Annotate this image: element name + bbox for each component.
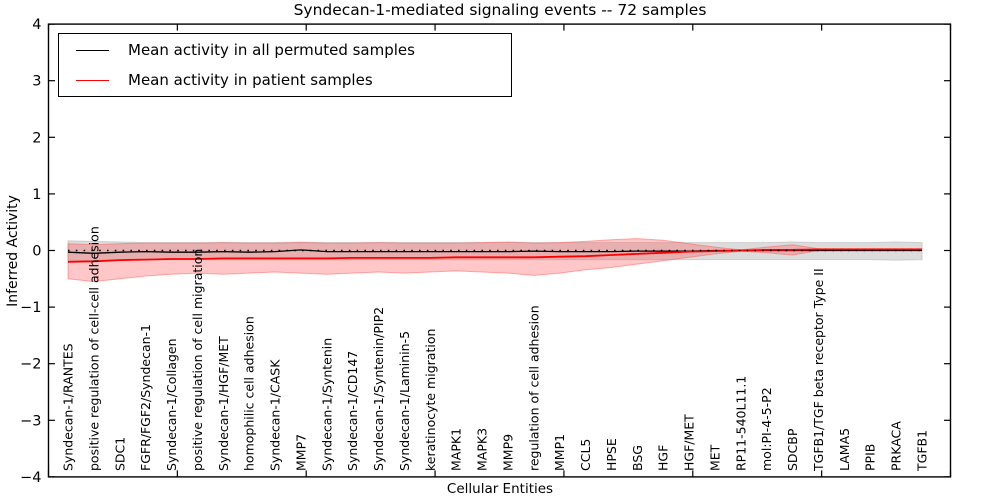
x-axis-label: Cellular Entities — [446, 481, 554, 497]
y-tick-label: 2 — [32, 130, 41, 146]
x-category-label: Syndecan-1/CD147 — [345, 351, 360, 471]
x-category-label: TGFB1/TGF beta receptor Type II — [811, 268, 826, 472]
x-category-label: BSG — [630, 445, 645, 471]
legend-entry-patient: Mean activity in patient samples — [59, 66, 511, 94]
x-category-label: MMP7 — [293, 434, 308, 471]
x-category-label: positive regulation of cell migration — [190, 249, 205, 471]
x-category-label: FGFR/FGF2/Syndecan-1 — [138, 324, 153, 471]
x-category-label: regulation of cell adhesion — [526, 305, 541, 471]
legend-label-permuted: Mean activity in all permuted samples — [128, 41, 415, 59]
y-tick-label: 3 — [32, 74, 41, 90]
plot-title: Syndecan-1-mediated signaling events -- … — [293, 1, 707, 19]
legend-entry-permuted: Mean activity in all permuted samples — [59, 36, 511, 64]
x-category-label: HPSE — [604, 438, 619, 471]
y-tick-label: 0 — [32, 244, 41, 260]
x-category-label: SDC1 — [112, 437, 127, 471]
x-category-label: Syndecan-1/HGF/MET — [216, 336, 231, 471]
permuted-std-band — [67, 240, 923, 262]
x-category-label: MAPK1 — [449, 428, 464, 471]
y-tick-label: 4 — [32, 17, 41, 33]
x-category-label: homophilic cell adhesion — [242, 316, 257, 471]
x-category-label: RP11-540L11.1 — [733, 376, 748, 471]
x-category-label: mol:PI-4-5-P2 — [759, 387, 774, 471]
x-category-label: Syndecan-1/Collagen — [164, 338, 179, 471]
y-tick-label: −3 — [20, 413, 41, 429]
red-line-swatch-icon — [76, 79, 109, 81]
x-category-label: LAMA5 — [837, 428, 852, 471]
x-category-label: Syndecan-1/RANTES — [61, 343, 76, 471]
legend: Mean activity in all permuted samples Me… — [58, 33, 512, 97]
x-category-label: SDCBP — [785, 428, 800, 471]
patient-mean-line — [67, 248, 922, 263]
x-category-label: Syndecan-1/Syntenin — [319, 338, 334, 471]
y-tick-label: 1 — [32, 187, 41, 203]
y-tick-label: −2 — [20, 357, 41, 373]
x-category-label: HGF/MET — [682, 414, 697, 471]
x-category-label: CCL5 — [578, 439, 593, 471]
x-category-label: keratinocyte migration — [423, 329, 438, 471]
x-category-label: Syndecan-1/Syntenin/PIP2 — [371, 307, 386, 471]
x-category-label: PPIB — [863, 444, 878, 471]
x-category-label: PRKACA — [889, 421, 904, 471]
x-category-label: Syndecan-1/Laminin-5 — [397, 331, 412, 471]
x-category-label: MAPK3 — [475, 428, 490, 471]
x-category-label: MET — [708, 444, 723, 471]
x-category-label: MMP9 — [500, 434, 515, 471]
x-category-label: Syndecan-1/CASK — [268, 359, 283, 471]
x-category-label: MMP1 — [552, 434, 567, 471]
black-line-swatch-icon — [76, 49, 109, 51]
x-category-label: positive regulation of cell-cell adhesio… — [86, 226, 101, 471]
y-tick-label: −4 — [20, 470, 41, 486]
y-tick-label: −1 — [20, 300, 41, 316]
x-category-label: TGFB1 — [915, 430, 930, 472]
legend-label-patient: Mean activity in patient samples — [128, 71, 373, 89]
x-category-label: HGF — [656, 445, 671, 471]
